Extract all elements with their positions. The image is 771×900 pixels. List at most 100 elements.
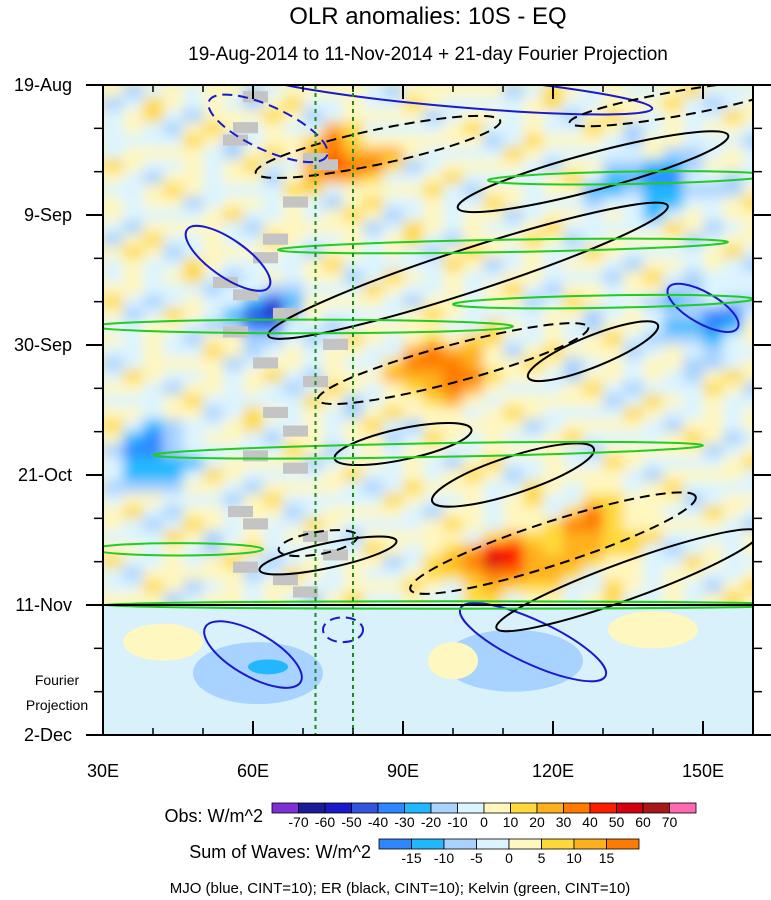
field-cell [623, 567, 644, 582]
field-cell [143, 184, 164, 198]
field-cell [463, 159, 484, 173]
field-cell [243, 468, 264, 483]
field-cell [703, 382, 724, 396]
field-cell [103, 345, 124, 359]
field-cell [463, 258, 484, 272]
field-cell [683, 245, 704, 260]
field-cell [683, 258, 704, 272]
projection-blob [123, 623, 203, 661]
field-cell [543, 233, 564, 247]
field-cell [743, 345, 753, 359]
field-cell [123, 580, 144, 594]
field-cell [123, 208, 144, 223]
field-cell [523, 493, 544, 507]
field-cell [683, 134, 704, 148]
field-cell [583, 394, 604, 408]
field-cell [263, 97, 284, 111]
field-cell [683, 431, 704, 446]
field-cell [523, 146, 544, 161]
field-cell [643, 592, 664, 606]
colorbar-tick-label: -50 [341, 814, 361, 830]
field-cell [423, 159, 444, 173]
field-cell [563, 357, 584, 371]
field-cell [103, 444, 124, 458]
field-cell [263, 345, 284, 359]
field-cell [263, 382, 284, 396]
field-cell [703, 221, 724, 235]
field-cell [423, 468, 444, 483]
field-cell [543, 382, 564, 396]
field-cell [283, 122, 304, 136]
colorbar-tick-label: -20 [421, 814, 441, 830]
field-cell [123, 493, 144, 507]
field-cell [643, 97, 664, 111]
field-cell [183, 208, 204, 223]
field-cell [203, 406, 224, 421]
field-cell [603, 580, 624, 594]
colorbar-tick-label: -15 [401, 850, 421, 866]
field-cell [283, 270, 304, 285]
field-cell [743, 245, 753, 260]
field-cell [503, 97, 524, 111]
colorbar-box [573, 838, 607, 850]
field-cell [243, 369, 264, 384]
mjo-contour [184, 224, 272, 292]
field-cell [363, 134, 384, 148]
field-cell [663, 592, 684, 606]
waves-colorbar: -15 -10 -5 0 5 10 15 [378, 838, 640, 866]
colorbar-tick-label: 15 [599, 850, 615, 866]
field-cell [223, 171, 244, 186]
missing-data-block [243, 518, 268, 530]
field-cell [283, 493, 304, 507]
field-cell [503, 159, 524, 173]
field-cell [403, 493, 424, 507]
field-cell [103, 419, 124, 433]
field-cell [123, 146, 144, 161]
field-cell [743, 555, 753, 569]
field-cell [203, 245, 224, 260]
field-cell [563, 171, 584, 186]
field-cell [363, 85, 384, 99]
missing-data-block [253, 252, 278, 264]
field-cell [543, 320, 564, 334]
field-cell [163, 592, 184, 606]
field-cell [143, 481, 164, 495]
field-cell [263, 431, 284, 446]
field-cell [183, 122, 204, 136]
field-cell [123, 369, 144, 384]
field-cell [383, 258, 404, 272]
field-cell [203, 369, 224, 384]
field-cell [243, 419, 264, 433]
field-cell [163, 481, 184, 495]
field-cell [743, 295, 753, 309]
field-cell [363, 345, 384, 359]
field-cell [203, 468, 224, 483]
field-cell [703, 97, 724, 111]
er-contour [267, 201, 669, 340]
plot-frame [102, 84, 754, 736]
field-cell [403, 270, 424, 285]
field-cell [503, 481, 524, 495]
field-cell [203, 208, 224, 223]
field-cell [463, 122, 484, 136]
field-cell [583, 109, 604, 124]
field-cell [603, 307, 624, 322]
field-cell [563, 245, 584, 260]
field-cell [103, 431, 124, 446]
colorbar-tick-label: -10 [434, 850, 454, 866]
field-cell [723, 530, 744, 545]
field-cell [363, 307, 384, 322]
field-cell [143, 307, 164, 322]
missing-data-block [293, 586, 318, 598]
field-cell [683, 109, 704, 124]
field-cell [323, 567, 344, 582]
field-cell [543, 580, 564, 594]
field-cell [443, 419, 464, 433]
field-cell [143, 580, 164, 594]
field-cell [423, 493, 444, 507]
field-cell [663, 382, 684, 396]
field-cell [443, 122, 464, 136]
field-cell [443, 184, 464, 198]
field-cell [163, 184, 184, 198]
field-cell [183, 567, 204, 582]
